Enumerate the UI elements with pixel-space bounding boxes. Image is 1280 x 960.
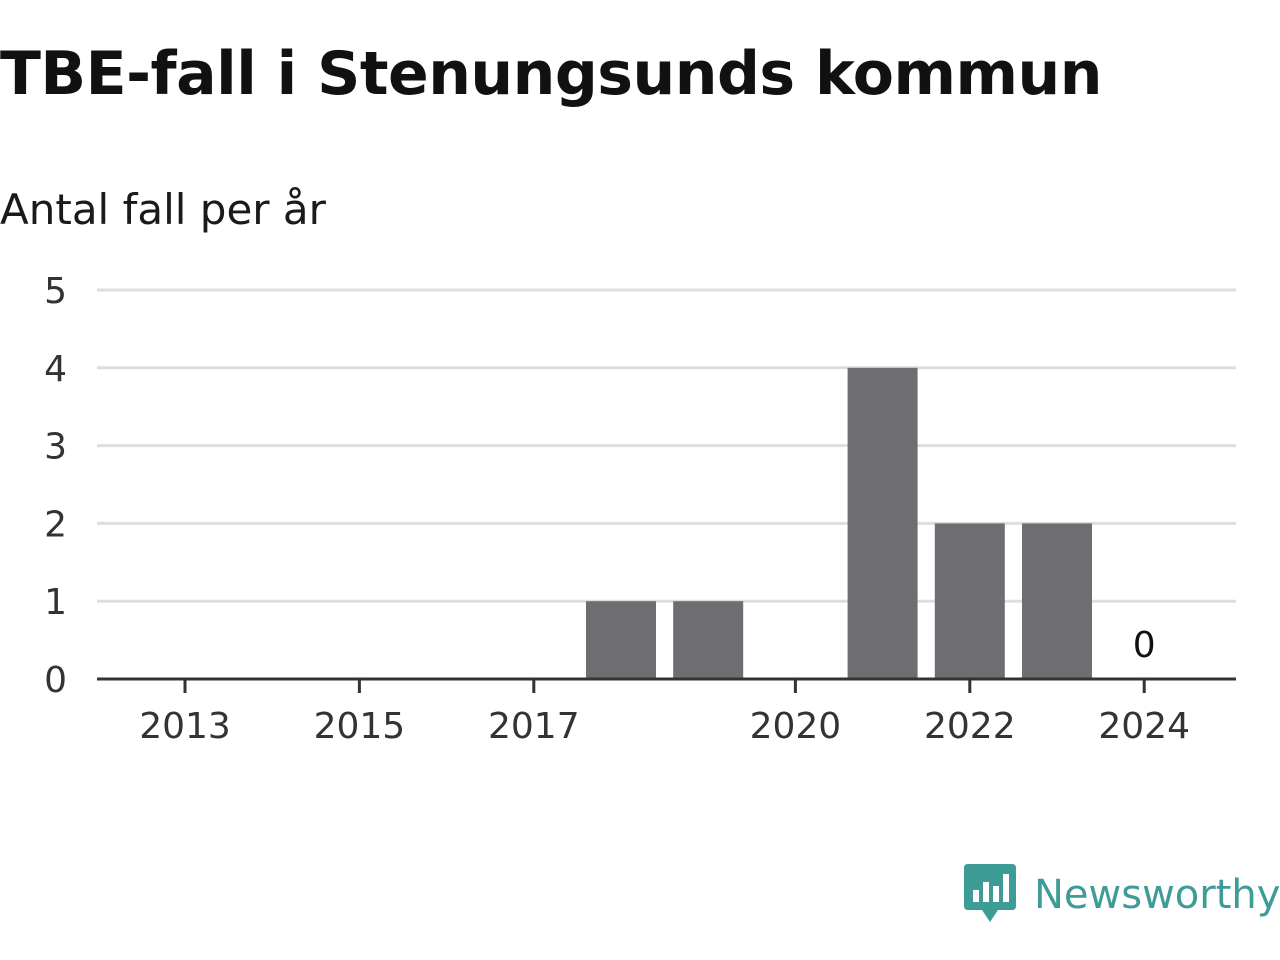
x-tick-label: 2013 <box>139 706 231 747</box>
newsworthy-logo-icon <box>964 864 1016 922</box>
bar-2019 <box>673 601 744 679</box>
bar-chart: 0 1 2 3 4 5 2013 2015 2017 2020 2022 2024 0 <box>44 271 1236 747</box>
x-tick-label: 2017 <box>488 706 580 747</box>
data-label: 0 <box>1133 625 1156 666</box>
x-tick-label: 2020 <box>750 706 842 747</box>
y-tick-label: 5 <box>44 271 67 312</box>
bar-2022 <box>934 523 1005 679</box>
data-labels: 0 <box>1133 625 1156 666</box>
bar-2018 <box>586 601 656 679</box>
x-tick-label: 2024 <box>1098 706 1190 747</box>
bar-2021 <box>847 367 918 679</box>
y-tick-label: 3 <box>44 427 67 468</box>
x-tick-label: 2022 <box>924 706 1016 747</box>
y-tick-label: 1 <box>44 582 67 623</box>
chart-subtitle: Antal fall per år <box>0 185 326 234</box>
bar-2023 <box>1022 523 1092 679</box>
brand: Newsworthy <box>964 862 1280 928</box>
chart-title: TBE-fall i Stenungsunds kommun <box>0 39 1102 109</box>
x-tick-label: 2015 <box>314 706 406 747</box>
y-tick-label: 2 <box>44 504 67 545</box>
x-axis <box>97 677 1236 693</box>
y-axis-tick-labels: 0 1 2 3 4 5 <box>44 271 67 701</box>
y-tick-label: 0 <box>44 660 67 701</box>
brand-name: Newsworthy <box>1034 872 1280 918</box>
x-axis-tick-labels: 2013 2015 2017 2020 2022 2024 <box>139 706 1190 747</box>
bars <box>586 367 1092 679</box>
y-tick-label: 4 <box>44 349 67 390</box>
